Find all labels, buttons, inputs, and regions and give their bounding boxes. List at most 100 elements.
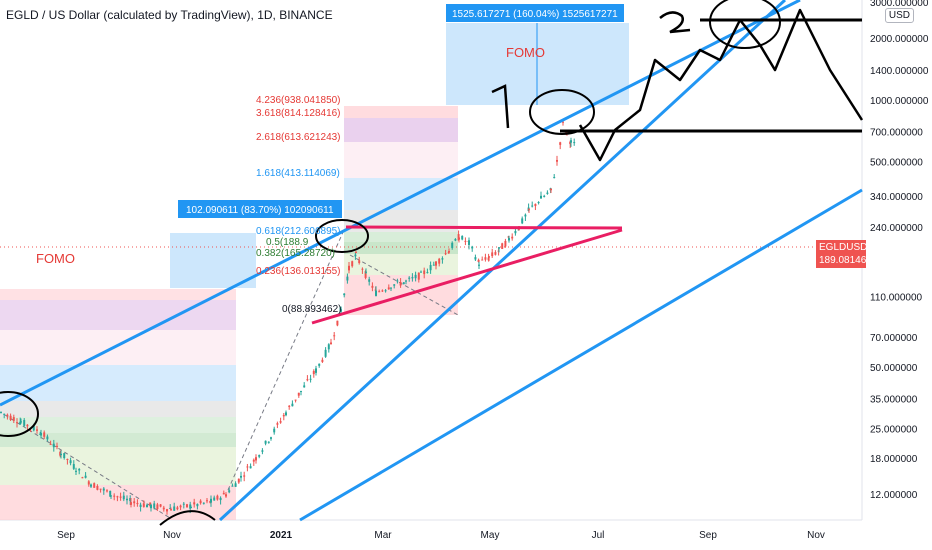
candle-body (66, 458, 69, 461)
candle-body (441, 258, 444, 260)
time-tick-label: 2021 (270, 530, 293, 541)
candle-body (494, 252, 497, 255)
candle-body (40, 432, 42, 436)
price-tick-label: 240.000000 (870, 223, 923, 234)
wave-label-2 (659, 11, 691, 34)
candle-body (451, 242, 454, 248)
candle-body (461, 235, 464, 240)
candle-body (122, 495, 125, 500)
candle-body (315, 368, 317, 373)
candle-body (96, 485, 99, 490)
candle-body (477, 259, 480, 262)
candle-body (444, 253, 447, 255)
wave-label-1 (491, 84, 510, 129)
price-tick-label: 25.000000 (870, 425, 918, 436)
candle-body (32, 425, 35, 431)
price-badge-ticker: EGLDUSD (819, 242, 868, 253)
candle-body (355, 251, 357, 253)
candle-body (43, 432, 46, 437)
price-tick-label: 1000.000000 (870, 96, 929, 107)
highlight-ellipse (529, 89, 595, 135)
candle-body (546, 192, 549, 194)
candle-body (514, 231, 517, 234)
measure-label-left-bg (178, 200, 342, 218)
measure-label-left: 102.090611 (83.70%) 102090611 (186, 205, 334, 216)
fomo-label-right: FOMO (506, 45, 545, 60)
candle-body (411, 277, 414, 279)
candle-body (146, 504, 148, 508)
fib-level-label: 2.618(613.621243) (256, 132, 341, 143)
candle-body (190, 506, 192, 508)
candle-body (543, 195, 546, 197)
candle-body (63, 453, 66, 458)
candle-body (225, 494, 227, 497)
candle-body (524, 214, 527, 217)
candle-body (569, 141, 572, 145)
candle-body (166, 509, 168, 512)
candle-body (139, 504, 142, 507)
price-axis[interactable]: 3000.000000 2000.000000 1400.000000 1000.00… (870, 0, 929, 501)
candle-body (294, 399, 297, 401)
candle-body (56, 445, 58, 447)
candle-body (559, 142, 562, 145)
candle-body (176, 507, 179, 510)
candle-body (90, 484, 92, 487)
candle-body (336, 320, 339, 326)
candle-body (87, 481, 90, 485)
candle-body (189, 504, 192, 509)
candle-body (109, 490, 112, 497)
candle-body (219, 497, 222, 501)
candle-body (9, 415, 12, 420)
candle-body (234, 483, 237, 487)
candle-body (72, 464, 75, 469)
candle-body (458, 237, 460, 240)
candle-body (348, 265, 350, 271)
candle-body (300, 390, 302, 392)
candle-body (324, 349, 327, 357)
candle-body (553, 177, 556, 179)
time-tick-label: Nov (163, 530, 181, 541)
candle-body (365, 271, 367, 273)
candle-body (202, 502, 205, 504)
time-axis[interactable]: Sep Nov 2021 Mar May Jul Sep Nov (57, 530, 825, 541)
currency-unit-button[interactable]: USD (884, 8, 914, 23)
lower-trendline (299, 188, 863, 522)
candle-body (454, 239, 457, 241)
candle-body (16, 422, 18, 424)
candle-body (471, 246, 474, 249)
candle-body (562, 121, 564, 123)
candle-body (321, 359, 324, 362)
candle-body (399, 282, 402, 286)
candle-body (540, 195, 542, 199)
candle-body (358, 260, 361, 264)
price-tick-label: 500.000000 (870, 158, 923, 169)
candle-body (521, 218, 524, 224)
candle-body (243, 475, 246, 477)
candle-body (285, 412, 287, 416)
candle-body (378, 291, 381, 293)
price-tick-label: 12.000000 (870, 490, 918, 501)
candle-body (193, 502, 196, 505)
candle-body (237, 478, 240, 483)
fib-level-label: 0(88.893462) (282, 304, 342, 315)
candle-body (12, 417, 15, 421)
candle-body (420, 271, 422, 273)
candle-body (537, 202, 540, 204)
candle-body (371, 285, 374, 288)
candle-body (484, 257, 487, 260)
candle-body (556, 159, 558, 162)
candle-body (156, 504, 159, 510)
candle-body (252, 459, 255, 462)
fib-level-label: 3.618(814.128416) (256, 108, 341, 119)
price-tick-label: 110.000000 (870, 293, 923, 304)
price-tick-label: 340.000000 (870, 192, 923, 203)
candle-body (375, 290, 377, 296)
candle-body (249, 466, 252, 469)
candle-body (23, 420, 26, 426)
price-badge-countdown: 14:02:07 (819, 268, 858, 279)
candle-body (84, 475, 87, 478)
candle-body (330, 342, 332, 345)
candle-body (279, 421, 282, 423)
candle-body (417, 272, 420, 280)
